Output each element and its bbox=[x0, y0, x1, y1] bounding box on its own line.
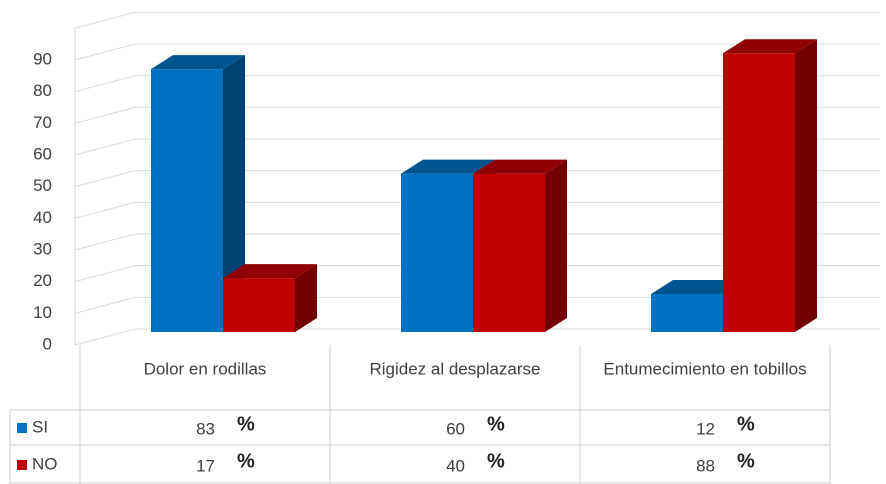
bar-side bbox=[545, 159, 567, 332]
y-tick-label: 30 bbox=[33, 239, 52, 258]
bar-top bbox=[223, 264, 317, 279]
grid-line bbox=[74, 75, 880, 93]
y-tick-label: 0 bbox=[43, 334, 52, 353]
y-tick-label: 90 bbox=[33, 49, 52, 68]
grid-line bbox=[74, 106, 880, 124]
bar-side bbox=[223, 55, 245, 332]
bar-front bbox=[223, 278, 295, 332]
bar bbox=[723, 39, 817, 332]
bar-top bbox=[723, 39, 817, 54]
legend-swatch bbox=[17, 423, 27, 433]
table-unit: % bbox=[237, 413, 255, 435]
y-tick-label: 70 bbox=[33, 113, 52, 132]
grid-line bbox=[74, 43, 880, 61]
table-value: 88 bbox=[696, 456, 715, 475]
category-label: Entumecimiento en tobillos bbox=[603, 359, 806, 378]
grid-line bbox=[74, 233, 880, 251]
bar-front bbox=[473, 173, 545, 332]
table-unit: % bbox=[737, 450, 755, 472]
bar-front bbox=[723, 53, 795, 332]
bar bbox=[223, 264, 317, 332]
bar-side bbox=[295, 264, 317, 332]
legend-label: SI bbox=[32, 417, 48, 436]
y-tick-label: 10 bbox=[33, 303, 52, 322]
table-unit: % bbox=[237, 450, 255, 472]
y-tick-label: 20 bbox=[33, 271, 52, 290]
legend-label: NO bbox=[32, 454, 58, 473]
grid-line bbox=[74, 201, 880, 219]
table-unit: % bbox=[737, 413, 755, 435]
grid-line bbox=[74, 138, 880, 156]
bar-front bbox=[651, 293, 723, 332]
bar-side bbox=[795, 39, 817, 332]
grid-line bbox=[74, 296, 880, 314]
table-frame bbox=[9, 345, 831, 484]
bar bbox=[151, 55, 245, 332]
table-value: 60 bbox=[446, 419, 465, 438]
bar-front bbox=[401, 173, 473, 332]
y-tick-label: 40 bbox=[33, 208, 52, 227]
bar-top bbox=[401, 159, 495, 174]
bar-top bbox=[651, 279, 745, 294]
table-unit: % bbox=[487, 450, 505, 472]
y-tick-label: 50 bbox=[33, 176, 52, 195]
bar-top bbox=[473, 159, 567, 174]
category-label: Dolor en rodillas bbox=[144, 359, 267, 378]
table-value: 17 bbox=[196, 456, 215, 475]
table-value: 12 bbox=[696, 419, 715, 438]
bar-top bbox=[151, 55, 245, 70]
bar bbox=[473, 159, 567, 332]
y-tick-label: 80 bbox=[33, 81, 52, 100]
y-tick-label: 60 bbox=[33, 144, 52, 163]
legend-swatch bbox=[17, 460, 27, 470]
category-label: Rigidez al desplazarse bbox=[369, 359, 540, 378]
grid-line bbox=[74, 328, 880, 346]
grid-line bbox=[74, 265, 880, 283]
grid-line bbox=[74, 170, 880, 188]
table-value: 83 bbox=[196, 419, 215, 438]
bar-front bbox=[151, 69, 223, 332]
table-value: 40 bbox=[446, 456, 465, 475]
table-unit: % bbox=[487, 413, 505, 435]
